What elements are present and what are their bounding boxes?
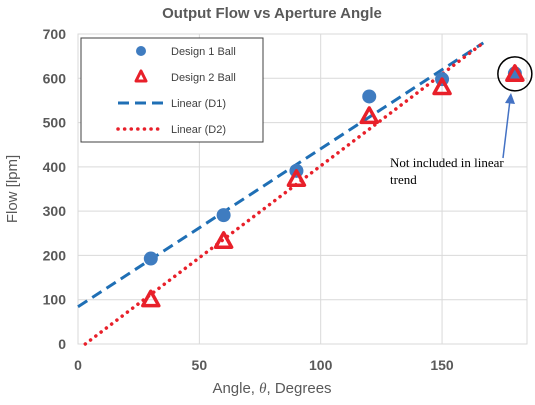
marker-design1-point — [362, 89, 377, 104]
marker-design2-point — [359, 106, 379, 125]
marker-design2-point — [505, 64, 525, 83]
x-axis-label: Angle, θ, Degrees — [212, 380, 331, 397]
marker-design2-point — [286, 169, 307, 187]
marker-design2-point — [141, 289, 161, 308]
y-tick-label: 0 — [58, 336, 66, 352]
annotation-text-line2: trend — [390, 172, 417, 187]
y-tick-label: 700 — [43, 26, 67, 42]
chart-title: Output Flow vs Aperture Angle — [162, 5, 382, 22]
marker-design1-point — [143, 251, 158, 266]
x-tick-label: 150 — [430, 357, 454, 373]
y-axis-label: Flow [lpm] — [4, 155, 21, 223]
legend-label-design2: Design 2 Ball — [171, 72, 236, 84]
x-tick-labels: 0 50 100 150 — [74, 357, 454, 373]
annotation: Not included in linear trend — [390, 56, 533, 187]
x-tick-label: 0 — [74, 357, 82, 373]
marker-design2-point — [432, 77, 452, 96]
legend-label-d2: Linear (D2) — [171, 124, 226, 136]
legend-box — [80, 37, 264, 143]
x-tick-label: 100 — [309, 357, 333, 373]
annotation-arrow-line — [502, 99, 511, 159]
trendline-d2 — [83, 41, 486, 346]
legend-label-design1: Design 1 Ball — [171, 46, 236, 58]
y-tick-label: 100 — [43, 292, 67, 308]
legend-label-d1: Linear (D1) — [171, 98, 226, 110]
marker-design1-point — [216, 208, 231, 223]
y-tick-label: 400 — [43, 159, 67, 175]
y-tick-labels: 0 100 200 300 400 500 600 700 — [43, 26, 67, 352]
y-tick-label: 500 — [43, 115, 67, 131]
y-tick-label: 200 — [43, 247, 67, 263]
legend: Design 1 Ball Design 2 Ball Linear (D1) … — [80, 37, 264, 143]
marker-design2-point — [213, 231, 234, 249]
trendline-d1 — [77, 41, 485, 309]
y-tick-label: 600 — [43, 70, 67, 86]
trendlines — [77, 41, 486, 346]
data-markers — [141, 64, 525, 308]
annotation-arrow-head — [505, 93, 515, 104]
y-tick-label: 300 — [43, 203, 67, 219]
x-tick-label: 50 — [192, 357, 208, 373]
annotation-circle — [497, 56, 533, 92]
legend-marker-design1 — [136, 46, 146, 56]
legend-marker-design2 — [134, 69, 148, 83]
annotation-text-line1: Not included in linear — [390, 155, 504, 170]
plot-frame — [77, 33, 528, 345]
